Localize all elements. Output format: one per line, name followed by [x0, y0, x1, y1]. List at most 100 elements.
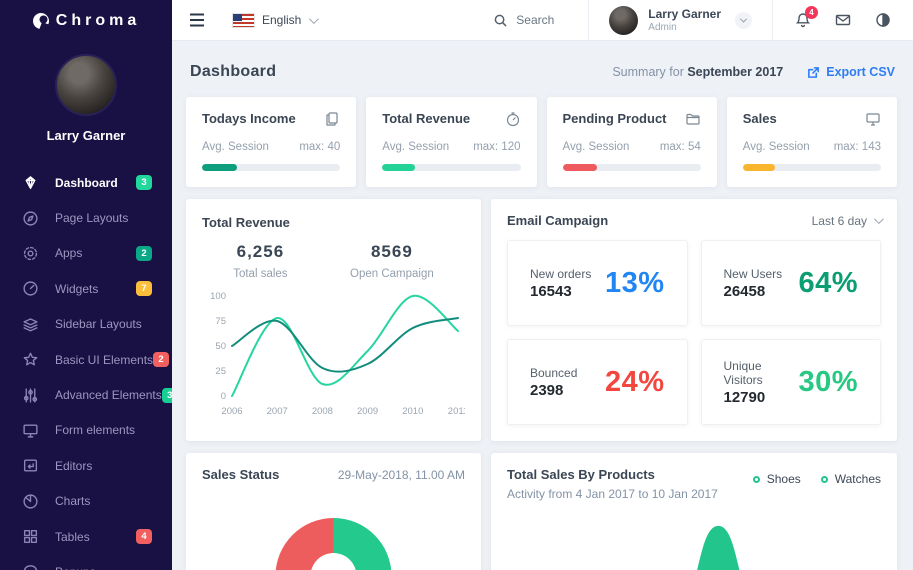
gauge-icon — [22, 280, 39, 297]
user-name: Larry Garner — [648, 7, 721, 22]
main-content: Dashboard Summary for September 2017 Exp… — [172, 41, 913, 570]
contrast-toggle-button[interactable] — [875, 12, 891, 28]
sidebar-item-page-layouts[interactable]: Page Layouts — [0, 200, 172, 235]
svg-text:25: 25 — [215, 366, 226, 377]
svg-text:2009: 2009 — [357, 406, 378, 417]
bell-icon — [795, 13, 811, 28]
metric-label: New orders — [530, 266, 592, 281]
sidebar-item-apps[interactable]: Apps 2 — [0, 236, 172, 271]
progress-bar — [562, 164, 701, 171]
card-title: Total Sales By Products — [507, 467, 655, 482]
notification-count-badge: 4 — [805, 6, 818, 19]
us-flag-icon — [233, 13, 254, 27]
progress-bar — [742, 164, 881, 171]
star-icon — [22, 351, 39, 368]
brand-name: Chroma — [55, 12, 141, 29]
legend-item-watches[interactable]: Watches — [820, 472, 881, 486]
chevron-down-icon — [735, 11, 752, 29]
metric-percent: 13% — [604, 266, 665, 299]
svg-text:2010: 2010 — [402, 406, 423, 417]
chroma-logo-icon — [32, 13, 50, 30]
summary-period: September 2017 — [687, 65, 784, 79]
sidebar-item-label: Sidebar Layouts — [55, 317, 142, 332]
date-range-label: Last 6 day — [811, 213, 867, 228]
metric-label: New Users — [723, 266, 783, 281]
legend-dot-icon — [752, 475, 760, 483]
progress-fill — [742, 164, 775, 171]
summary-text: Summary for September 2017 — [612, 65, 783, 79]
svg-text:2008: 2008 — [312, 406, 333, 417]
progress-bar — [202, 164, 341, 171]
email-campaign-card: Email Campaign Last 6 day New orders 165… — [491, 199, 897, 441]
open-campaign-stat: 8569 Open Campaign — [350, 242, 434, 280]
sidebar-item-badge: 3 — [136, 175, 152, 191]
sidebar-item-tables[interactable]: Tables 4 — [0, 519, 172, 554]
sidebar-item-editors[interactable]: Editors — [0, 448, 172, 483]
user-avatar — [609, 5, 639, 35]
card-title: Sales Status — [202, 467, 280, 482]
profile-name: Larry Garner — [46, 128, 126, 143]
sidebar-item-charts[interactable]: Charts — [0, 484, 172, 519]
sidebar-item-dashboard[interactable]: Dashboard 3 — [0, 165, 172, 200]
grid-icon — [22, 528, 39, 545]
pie-icon — [22, 493, 39, 510]
legend-item-shoes[interactable]: Shoes — [752, 472, 801, 486]
progress-fill — [202, 164, 237, 171]
stat-subtitle: Avg. Session — [382, 141, 450, 153]
page-title: Dashboard — [190, 63, 277, 80]
stopwatch-icon — [505, 111, 521, 132]
search-input[interactable]: Search — [494, 13, 554, 27]
sidebar-item-label: Dashboard — [55, 175, 118, 190]
metric-value: 2398 — [530, 381, 564, 399]
chat-icon — [22, 563, 39, 570]
stat-title: Total Revenue — [382, 111, 471, 126]
metric-value: 26458 — [723, 282, 766, 300]
monitor-icon — [865, 111, 881, 132]
sidebar-item-label: Advanced Elements — [55, 388, 162, 403]
stat-label: Open Campaign — [350, 268, 434, 280]
brand-logo[interactable]: Chroma — [0, 0, 172, 42]
total-sales-by-products-card: Total Sales By Products Activity from 4 … — [491, 453, 897, 570]
gear-icon — [22, 245, 39, 262]
menu-toggle-button[interactable] — [189, 13, 205, 27]
stat-subtitle: Avg. Session — [202, 141, 269, 153]
sidebar-item-label: Apps — [55, 246, 83, 261]
metric-value: 16543 — [530, 282, 572, 300]
gem-icon — [22, 174, 39, 191]
messages-button[interactable] — [835, 12, 851, 28]
stat-subtitle: Avg. Session — [742, 141, 810, 153]
sidebar-item-label: Popups — [55, 565, 152, 570]
sidebar-item-form-elements[interactable]: Form elements — [0, 413, 172, 448]
sidebar-item-widgets[interactable]: Widgets 7 — [0, 271, 172, 306]
metric-percent: 30% — [798, 365, 858, 398]
export-csv-button[interactable]: Export CSV — [807, 65, 895, 79]
metric-tile-new-orders: New orders 16543 13% — [507, 240, 688, 326]
card-subtitle: Activity from 4 Jan 2017 to 10 Jan 2017 — [507, 487, 718, 501]
sidebar-item-sidebar-layouts[interactable]: Sidebar Layouts — [0, 307, 172, 342]
products-area-chart — [697, 525, 740, 570]
language-selector[interactable]: English — [233, 13, 320, 27]
sidebar-item-badge: 4 — [136, 529, 152, 545]
card-title: Email Campaign — [507, 213, 609, 228]
profile-avatar[interactable] — [55, 54, 117, 116]
sidebar-item-advanced-elements[interactable]: Advanced Elements 3 — [0, 377, 178, 412]
date-range-dropdown[interactable]: Last 6 day — [811, 213, 884, 228]
svg-text:2006: 2006 — [221, 406, 242, 417]
sidebar-item-popups[interactable]: Popups — [0, 554, 172, 570]
svg-text:2007: 2007 — [267, 406, 288, 417]
export-icon — [808, 66, 820, 78]
svg-text:0: 0 — [221, 391, 226, 402]
sidebar-item-basic-ui-elements[interactable]: Basic UI Elements 2 — [0, 342, 172, 377]
timestamp: 29-May-2018, 11.00 AM — [337, 467, 465, 482]
svg-text:100: 100 — [210, 291, 226, 302]
sales-status-card: Sales Status 29-May-2018, 11.00 AM — [186, 453, 481, 570]
user-menu[interactable]: Larry Garner Admin — [589, 5, 772, 35]
metric-tile-unique-visitors: Unique Visitors 12790 30% — [700, 339, 881, 425]
user-role: Admin — [648, 21, 677, 33]
notifications-button[interactable]: 4 — [795, 6, 818, 28]
stat-title: Todays Income — [202, 111, 296, 126]
sidebar-item-label: Basic UI Elements — [55, 352, 154, 367]
summary-prefix: Summary for — [612, 65, 688, 79]
export-csv-label: Export CSV — [826, 65, 895, 79]
folder-icon — [685, 111, 701, 132]
